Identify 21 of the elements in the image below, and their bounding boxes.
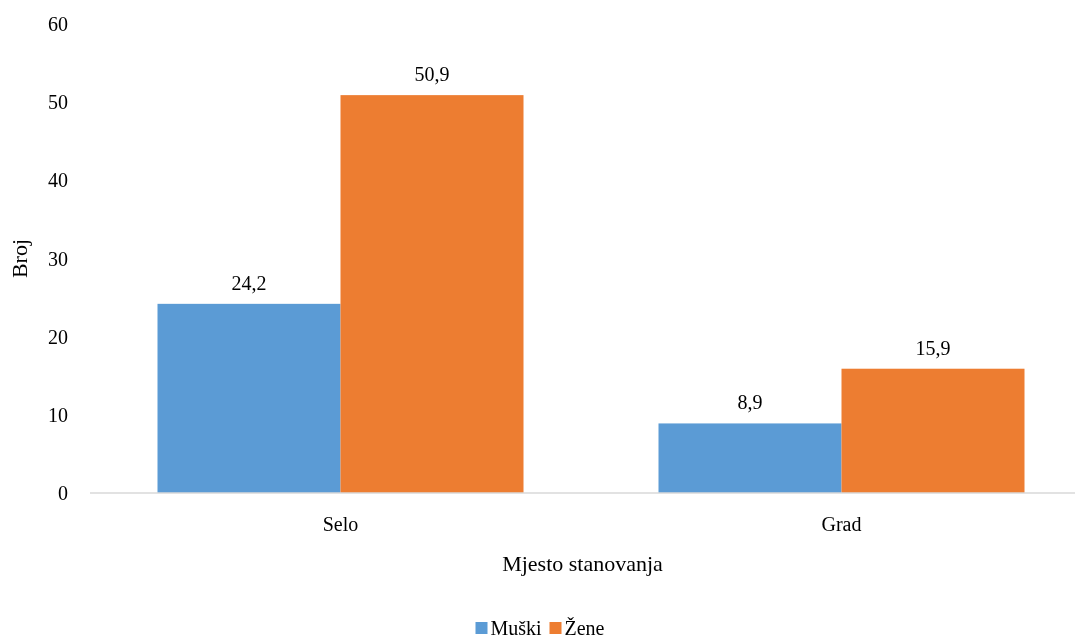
bar bbox=[841, 368, 1025, 493]
y-tick-label: 0 bbox=[58, 482, 68, 504]
legend-label: Muški bbox=[490, 617, 543, 639]
x-tick-label: Selo bbox=[322, 513, 359, 535]
y-tick-label: 60 bbox=[48, 13, 68, 35]
x-tick-label: Grad bbox=[821, 513, 862, 535]
y-tick-label: 20 bbox=[48, 325, 68, 348]
data-label: 50,9 bbox=[414, 63, 450, 86]
data-label: 15,9 bbox=[915, 336, 951, 359]
y-tick-label: 10 bbox=[48, 403, 68, 426]
y-tick-label: 30 bbox=[48, 247, 68, 270]
bar bbox=[340, 95, 524, 493]
data-label: 8,9 bbox=[737, 391, 763, 414]
legend-label: Žene bbox=[564, 617, 605, 639]
bar bbox=[658, 423, 842, 493]
data-label: 24,2 bbox=[231, 271, 267, 294]
x-axis-title: Mjesto stanovanja bbox=[502, 551, 664, 576]
bar bbox=[157, 303, 341, 493]
y-axis-title: Broj bbox=[7, 238, 32, 279]
y-tick-label: 50 bbox=[48, 91, 68, 114]
y-tick-label: 40 bbox=[48, 169, 68, 192]
